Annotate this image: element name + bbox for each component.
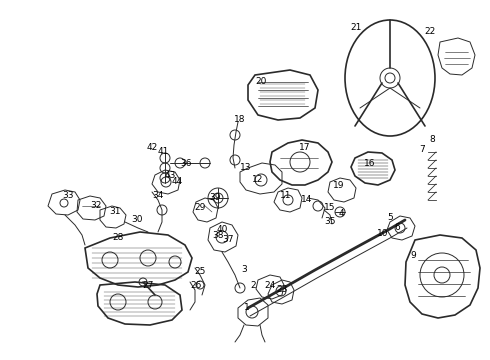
Text: 29: 29 bbox=[195, 203, 206, 212]
Text: 37: 37 bbox=[222, 235, 234, 244]
Text: 24: 24 bbox=[265, 280, 275, 289]
Text: 27: 27 bbox=[142, 280, 154, 289]
Text: 5: 5 bbox=[387, 213, 393, 222]
Text: 14: 14 bbox=[301, 195, 313, 204]
Text: 8: 8 bbox=[429, 135, 435, 144]
Text: 38: 38 bbox=[212, 230, 224, 239]
Text: 25: 25 bbox=[195, 267, 206, 276]
Text: 36: 36 bbox=[180, 158, 192, 167]
Text: 17: 17 bbox=[299, 144, 311, 153]
Text: 28: 28 bbox=[112, 234, 123, 243]
Text: 20: 20 bbox=[255, 77, 267, 86]
Text: 7: 7 bbox=[419, 145, 425, 154]
Text: 11: 11 bbox=[280, 190, 292, 199]
Text: 2: 2 bbox=[250, 280, 256, 289]
Text: 12: 12 bbox=[252, 175, 264, 184]
Text: 13: 13 bbox=[240, 163, 252, 172]
Text: 22: 22 bbox=[424, 27, 436, 36]
Text: 30: 30 bbox=[131, 216, 143, 225]
Text: 39: 39 bbox=[209, 194, 221, 202]
Text: 41: 41 bbox=[157, 148, 169, 157]
Text: 10: 10 bbox=[377, 229, 389, 238]
Text: 31: 31 bbox=[109, 207, 121, 216]
Text: 35: 35 bbox=[324, 217, 336, 226]
Text: 1: 1 bbox=[244, 303, 250, 312]
Text: 42: 42 bbox=[147, 144, 158, 153]
Text: 4: 4 bbox=[338, 208, 344, 217]
Text: 18: 18 bbox=[234, 116, 246, 125]
Text: 21: 21 bbox=[350, 23, 362, 32]
Text: 3: 3 bbox=[241, 266, 247, 274]
Text: 43: 43 bbox=[164, 171, 176, 180]
Text: 15: 15 bbox=[324, 203, 336, 212]
Text: 34: 34 bbox=[152, 190, 164, 199]
Text: 33: 33 bbox=[62, 190, 74, 199]
Text: 6: 6 bbox=[394, 224, 400, 233]
Text: 16: 16 bbox=[364, 158, 376, 167]
Text: 19: 19 bbox=[333, 180, 345, 189]
Text: 40: 40 bbox=[216, 225, 228, 234]
Text: 44: 44 bbox=[172, 177, 183, 186]
Text: 9: 9 bbox=[410, 251, 416, 260]
Text: 32: 32 bbox=[90, 201, 102, 210]
Text: 23: 23 bbox=[276, 285, 288, 294]
Text: 26: 26 bbox=[190, 280, 202, 289]
